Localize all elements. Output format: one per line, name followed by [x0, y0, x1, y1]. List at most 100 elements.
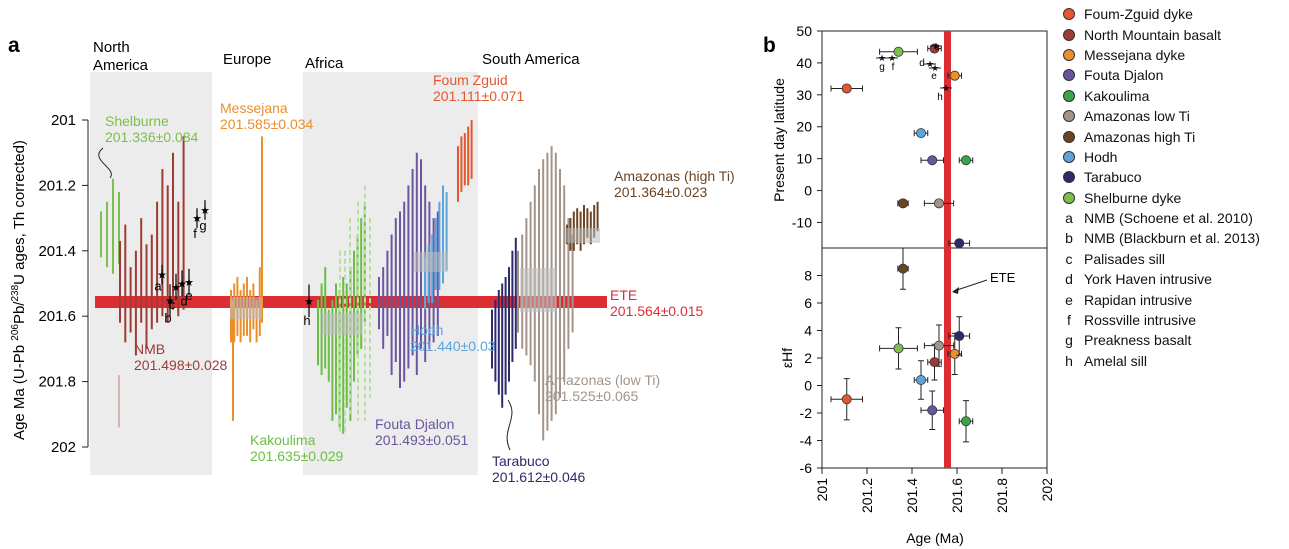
legend-ref-label: York Haven intrusive — [1084, 271, 1212, 288]
legend-label: Tarabuco — [1084, 169, 1142, 186]
legend-marker — [1063, 69, 1075, 82]
wm-box-amazonas-low — [520, 268, 556, 312]
y-ticks-a: 201 201.2 201.4 201.6 201.8 202 — [38, 112, 88, 456]
x-tick-label-b: 201.6 — [949, 478, 965, 513]
x-tick-label-b: 201.4 — [904, 478, 920, 513]
lat-ref-letter: c — [935, 42, 940, 53]
label-tarabuco-age: 201.612±0.046 — [492, 469, 586, 485]
ehf-point — [949, 348, 960, 359]
legend-item: Amazonas high Ti — [1063, 126, 1289, 146]
label-tarabuco: Tarabuco — [492, 453, 550, 469]
ref-point-letter: h — [303, 313, 310, 328]
legend-label: Fouta Djalon — [1084, 67, 1164, 84]
legend-ref-letter: h — [1065, 352, 1073, 369]
lat-point — [898, 198, 909, 209]
ehf-point — [961, 416, 972, 427]
lat-ref-letter: f — [892, 62, 895, 73]
axes-b: -10 0 10 20 30 40 50 -6 -4 -2 0 2 4 6 8 201 201.2 201.4 20… — [792, 23, 1055, 513]
lat-point — [934, 198, 945, 209]
region-north-america-line2: America — [93, 57, 149, 74]
y-tick-label-a: 202 — [51, 439, 76, 456]
label-kakoulima-age: 201.635±0.029 — [250, 448, 344, 464]
legend-ref-label: NMB (Blackburn et al. 2013) — [1084, 230, 1260, 247]
legend-marker — [1063, 28, 1075, 41]
lat-point — [961, 155, 972, 166]
legend-label: Kakoulima — [1084, 87, 1150, 104]
label-amazonas-low-age: 201.525±0.065 — [545, 388, 639, 404]
legend-ref-item: b NMB (Blackburn et al. 2013) — [1063, 228, 1289, 248]
label-ete: ETE — [610, 287, 637, 303]
y-tick-label-ehf: 0 — [804, 378, 812, 394]
y-axis-label-a: Age Ma (U-Pb 206Pb/238U ages, Th correct… — [10, 140, 28, 440]
legend-item: North Mountain basalt — [1063, 24, 1289, 44]
y-tick-label-a: 201.8 — [38, 374, 76, 391]
legend-ref-letter: c — [1065, 250, 1073, 267]
legend-label: Amazonas high Ti — [1084, 128, 1196, 145]
y-tick-label-a: 201 — [51, 112, 76, 129]
ref-point-star: ★ — [177, 279, 187, 291]
legend-item: Hodh — [1063, 147, 1289, 167]
ref-point-star: ★ — [184, 277, 194, 289]
y-axis-label-ehf: εHf — [779, 348, 795, 368]
lat-point — [949, 70, 960, 81]
label-foum-zguid: Foum Zguid — [433, 72, 508, 88]
tarabuco-arrow — [506, 399, 513, 451]
ref-point-letter: e — [185, 288, 192, 303]
ehf-point — [954, 330, 965, 341]
legend-label: Foum-Zguid dyke — [1084, 6, 1193, 23]
y-tick-label-a: 201.6 — [38, 308, 76, 325]
y-tick-label-a: 201.2 — [38, 177, 76, 194]
ref-point-star: ★ — [192, 213, 202, 225]
region-north-america-line1: North — [93, 39, 130, 56]
legend-label: Shelburne dyke — [1084, 189, 1182, 206]
legend-marker — [1063, 130, 1075, 143]
lat-point — [893, 46, 904, 57]
lat-ref-letter: e — [931, 71, 937, 82]
legend-ref-item: f Rossville intrusive — [1063, 310, 1289, 330]
label-ete-age: 201.564±0.015 — [610, 303, 704, 319]
legend-ref-label: Rapidan intrusive — [1084, 291, 1193, 308]
label-foum-zguid-age: 201.111±0.071 — [433, 88, 524, 104]
ref-point-letter: d — [180, 294, 187, 309]
ehf-point — [916, 374, 927, 385]
y-tick-label-ehf: 4 — [804, 323, 812, 339]
label-shelburne-age: 201.336±0.084 — [105, 129, 199, 145]
legend-item: Shelburne dyke — [1063, 188, 1289, 208]
legend-marker — [1063, 48, 1075, 61]
legend-item: Kakoulima — [1063, 86, 1289, 106]
legend-ref-letter: g — [1065, 332, 1073, 349]
region-europe: Europe — [223, 51, 271, 68]
plot-frame-b — [821, 30, 1048, 469]
y-tick-label-a: 201.4 — [38, 243, 76, 260]
legend-ref-item: a NMB (Schoene et al. 2010) — [1063, 208, 1289, 228]
region-south-america: South America — [482, 51, 580, 68]
lat-point — [927, 155, 938, 166]
lat-point — [954, 238, 965, 249]
y-axis-label-lat: Present day latitude — [771, 78, 787, 202]
wm-box-kakoulima — [322, 313, 362, 335]
ref-point-letter: f — [193, 226, 197, 241]
y-tick-label-lat: 0 — [804, 183, 812, 199]
lat-point — [841, 83, 852, 94]
x-tick-label-b: 201 — [814, 478, 830, 502]
legend-label: Amazonas low Ti — [1084, 108, 1190, 125]
legend-label: Messejana dyke — [1084, 46, 1186, 63]
label-amazonas-high: Amazonas (high Ti) — [614, 168, 735, 184]
reference-points: ★a★b★c★d★e★f★g★h — [154, 200, 314, 328]
x-axis-label-b: Age (Ma) — [906, 530, 964, 546]
y-tick-label-ehf: -2 — [800, 405, 813, 421]
label-shelburne: Shelburne — [105, 113, 169, 129]
shelburne-arrow — [98, 147, 112, 179]
y-tick-label-ehf: 8 — [804, 268, 812, 284]
y-tick-label-ehf: 2 — [804, 350, 812, 366]
legend-marker — [1063, 89, 1075, 102]
panel-b: b -10 0 10 20 30 40 50 -6 -4 -2 0 2 4 6 8 201 201.2 201.4… — [763, 23, 1055, 546]
y-tick-label-ehf: -4 — [800, 433, 813, 449]
y-tick-label-lat: 40 — [796, 55, 812, 71]
panel-a-label: a — [8, 34, 20, 57]
ehf-point — [934, 340, 945, 351]
legend-ref-item: e Rapidan intrusive — [1063, 289, 1289, 309]
points-b: ★g★f★c★d ★e★h — [830, 41, 974, 443]
legend: Foum-Zguid dyke North Mountain basalt Mess… — [1063, 4, 1289, 371]
ehf-point — [929, 357, 940, 368]
